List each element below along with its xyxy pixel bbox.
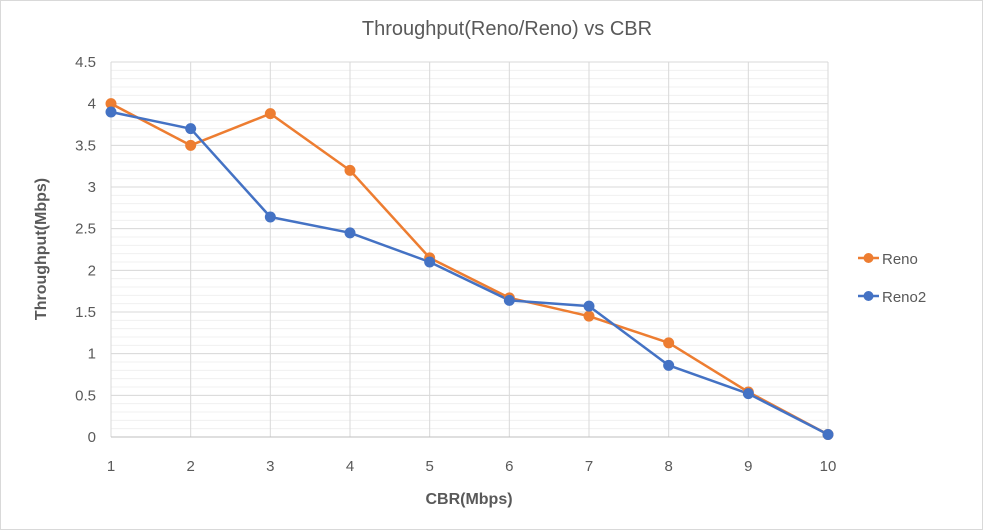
y-axis-title: Throughput(Mbps) — [33, 178, 50, 320]
y-tick-label: 1 — [88, 346, 96, 363]
y-tick-label: 3 — [88, 179, 96, 196]
x-tick-label: 7 — [585, 458, 593, 475]
series-line-reno — [110, 102, 829, 436]
y-tick-label: 4.5 — [75, 54, 96, 71]
gridlines — [110, 61, 829, 438]
x-tick-label: 10 — [820, 458, 837, 475]
data-point-reno2 — [424, 256, 436, 268]
x-tick-label: 4 — [346, 458, 354, 475]
data-point-reno2 — [105, 106, 117, 118]
y-tick-label: 1.5 — [75, 304, 96, 321]
data-point-reno — [344, 164, 356, 176]
legend-label: Reno2 — [882, 289, 926, 306]
legend-swatch-marker — [863, 291, 874, 301]
y-tick-label: 0 — [88, 429, 96, 446]
x-tick-label: 6 — [505, 458, 513, 475]
series-layer — [105, 98, 834, 440]
y-tick-label: 2 — [88, 262, 96, 279]
y-tick-label: 0.5 — [75, 387, 96, 404]
legend: Reno Reno2 — [858, 251, 926, 306]
data-point-reno — [264, 108, 276, 120]
x-tick-label: 5 — [425, 458, 433, 475]
data-point-reno2 — [742, 388, 754, 400]
y-tick-label: 3.5 — [75, 137, 96, 154]
x-tick-label: 9 — [744, 458, 752, 475]
axes: 0 0.5 1 1.5 2 2.5 3 3.5 4 4.5 1 2 3 4 5 6 7 8 9 10 — [75, 54, 836, 475]
data-point-reno2 — [344, 227, 356, 239]
data-point-reno2 — [822, 429, 834, 440]
data-point-reno — [185, 139, 197, 151]
data-point-reno2 — [663, 359, 675, 371]
x-tick-label: 1 — [107, 458, 115, 475]
data-point-reno2 — [583, 300, 595, 312]
legend-label: Reno — [882, 251, 918, 268]
series-line-reno2 — [110, 110, 829, 436]
y-tick-label: 2.5 — [75, 221, 96, 238]
x-tick-label: 8 — [664, 458, 672, 475]
x-tick-label: 3 — [266, 458, 274, 475]
data-point-reno2 — [264, 211, 276, 223]
data-point-reno — [663, 337, 675, 349]
y-tick-label: 4 — [88, 96, 96, 113]
legend-swatch-marker — [863, 253, 874, 263]
data-point-reno2 — [503, 294, 515, 306]
chart-title: Throughput(Reno/Reno) vs CBR — [362, 18, 652, 40]
x-tick-label: 2 — [186, 458, 194, 475]
x-axis-title: CBR(Mbps) — [425, 491, 512, 508]
data-point-reno2 — [185, 123, 197, 135]
data-point-reno — [583, 310, 595, 322]
